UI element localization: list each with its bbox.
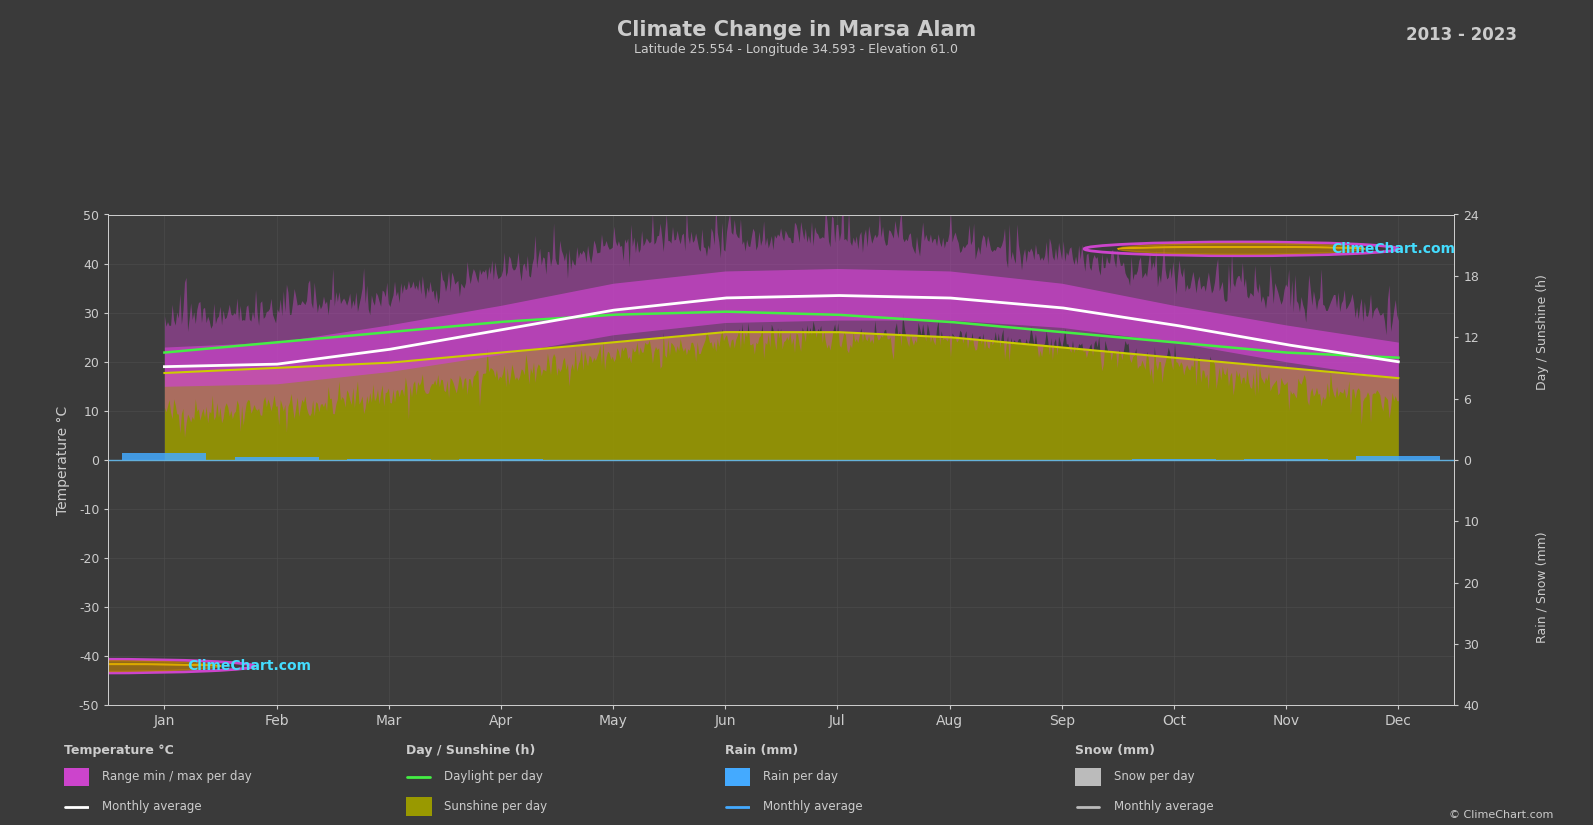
Text: Temperature °C: Temperature °C (64, 744, 174, 757)
Text: Rain (mm): Rain (mm) (725, 744, 798, 757)
Bar (347, 459, 430, 460)
Bar (1356, 456, 1440, 460)
Circle shape (1118, 243, 1365, 254)
Text: Monthly average: Monthly average (102, 800, 202, 813)
Text: © ClimeChart.com: © ClimeChart.com (1448, 810, 1553, 820)
Text: ClimeChart.com: ClimeChart.com (1332, 242, 1454, 256)
Bar (123, 453, 207, 460)
Y-axis label: Temperature °C: Temperature °C (56, 405, 70, 515)
Bar (234, 458, 319, 460)
Text: Rain / Snow (mm): Rain / Snow (mm) (1536, 532, 1548, 644)
Text: ClimeChart.com: ClimeChart.com (186, 659, 311, 673)
Text: Sunshine per day: Sunshine per day (444, 800, 548, 813)
Circle shape (0, 661, 220, 672)
Text: Range min / max per day: Range min / max per day (102, 771, 252, 783)
Text: Rain per day: Rain per day (763, 771, 838, 783)
Text: Daylight per day: Daylight per day (444, 771, 543, 783)
Text: Monthly average: Monthly average (763, 800, 863, 813)
Text: Day / Sunshine (h): Day / Sunshine (h) (1536, 275, 1548, 390)
Text: Snow per day: Snow per day (1114, 771, 1195, 783)
Text: Latitude 25.554 - Longitude 34.593 - Elevation 61.0: Latitude 25.554 - Longitude 34.593 - Ele… (634, 43, 959, 56)
Bar (1244, 459, 1329, 460)
Text: Monthly average: Monthly average (1114, 800, 1214, 813)
Text: Day / Sunshine (h): Day / Sunshine (h) (406, 744, 535, 757)
Text: Snow (mm): Snow (mm) (1075, 744, 1155, 757)
Text: Climate Change in Marsa Alam: Climate Change in Marsa Alam (616, 20, 977, 40)
Text: 2013 - 2023: 2013 - 2023 (1405, 26, 1517, 45)
